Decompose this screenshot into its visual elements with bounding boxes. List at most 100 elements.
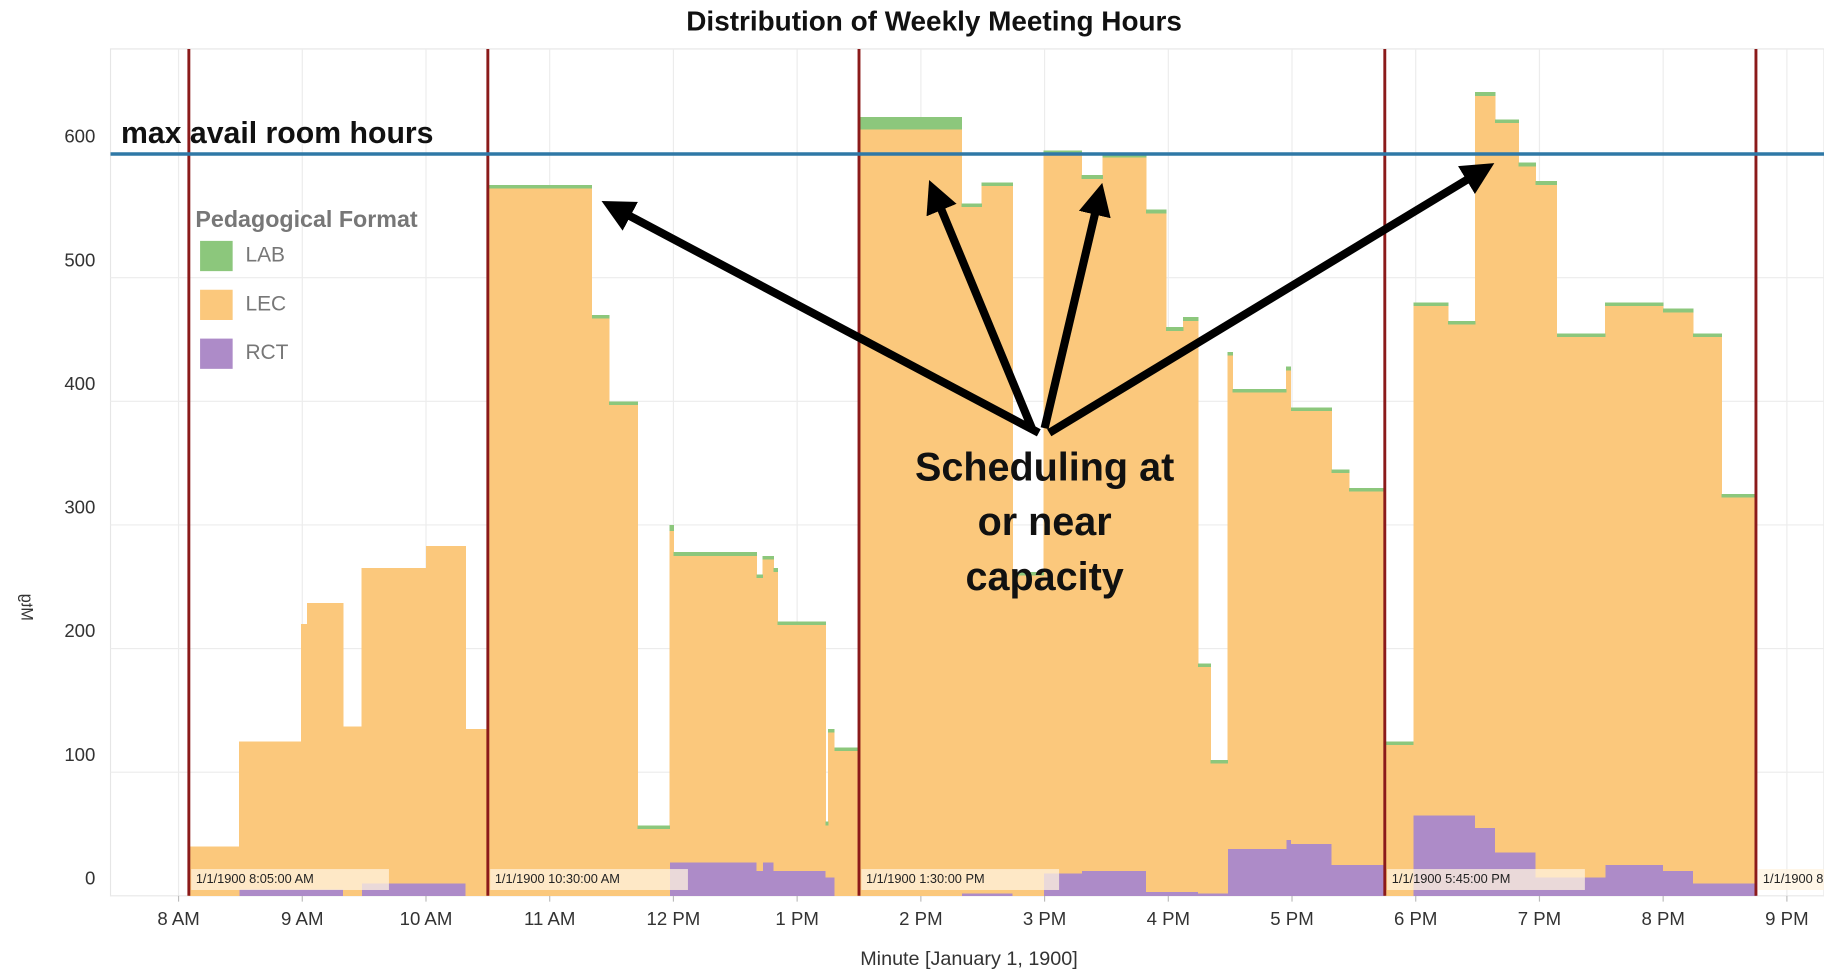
area-segment (1012, 571, 1044, 576)
area-segment (1081, 178, 1104, 872)
area-segment (1146, 213, 1167, 893)
area-segment (1663, 308, 1694, 313)
reference-label: 1/1/1900 8:05:00 AM (196, 871, 314, 886)
area-segment (1535, 184, 1558, 878)
area-segment (425, 545, 467, 884)
area-segment (1210, 759, 1229, 764)
area-segment (1447, 324, 1476, 816)
area-segment (1227, 355, 1234, 849)
area-segment (609, 404, 639, 896)
area-segment (1384, 741, 1414, 745)
area-segment (301, 623, 308, 890)
area-segment (1081, 175, 1104, 179)
area-segment (1494, 123, 1519, 853)
y-tick-label: 300 (64, 497, 95, 518)
x-tick-label: 10 AM (400, 908, 453, 929)
arrow (926, 179, 1036, 430)
area-segment (361, 568, 427, 884)
area-segment (773, 568, 778, 572)
area-segment (762, 862, 775, 896)
area-segment (1721, 494, 1757, 498)
area-segment (239, 889, 302, 896)
area-segment (1285, 366, 1292, 371)
capacity-label: max avail room hours (121, 117, 434, 150)
legend-label: LEC (245, 292, 286, 315)
area-segment (591, 318, 610, 896)
area-segment (1232, 392, 1287, 849)
x-tick-label: 11 AM (524, 908, 575, 929)
area-segment (1285, 840, 1292, 896)
legend-title: Pedagogical Format (195, 206, 417, 232)
reference-label-bg (1387, 869, 1585, 890)
area-segment (1290, 411, 1333, 844)
x-tick-label: 12 PM (647, 908, 701, 929)
area-segment (961, 203, 982, 208)
area-segment (669, 524, 674, 532)
area-segment (1232, 848, 1287, 896)
x-tick-label: 1 PM (775, 908, 818, 929)
y-tick-label: 0 (85, 867, 95, 888)
area-segment (1518, 166, 1537, 853)
chart-title: Distribution of Weekly Meeting Hours (686, 6, 1182, 37)
area-segment (1165, 892, 1184, 896)
area-segment (1146, 209, 1167, 214)
area-segment (1102, 154, 1147, 158)
area-segment (1518, 162, 1537, 167)
area-segment (239, 741, 302, 890)
area-segment (1605, 302, 1664, 307)
area-segment (343, 726, 363, 896)
area-segment (1227, 351, 1234, 356)
area-segment (1210, 893, 1229, 896)
y-tick-label: 200 (64, 620, 95, 641)
area-segment (1413, 306, 1449, 816)
area-segment (1183, 892, 1199, 896)
area-segment (1535, 181, 1558, 185)
area-segment (609, 401, 639, 405)
area-segment (961, 893, 982, 896)
x-tick-label: 8 PM (1641, 908, 1684, 929)
area-segment (1227, 848, 1234, 896)
area-segment (961, 207, 982, 894)
area-segment (1165, 327, 1184, 331)
legend-swatch (200, 289, 233, 320)
area-segment (1692, 333, 1722, 338)
x-axis-label: Minute [January 1, 1900] (860, 948, 1078, 970)
reference-label: 1/1/1900 8:45:00 PM (1763, 871, 1824, 886)
area-segment (1197, 663, 1211, 668)
legend-label: LAB (245, 244, 285, 267)
area-segment (981, 893, 1013, 896)
area-segment (777, 621, 827, 626)
area-segment (1331, 469, 1350, 473)
area-segment (1146, 892, 1167, 896)
area-segment (825, 821, 829, 826)
x-tick-label: 3 PM (1023, 908, 1066, 929)
area-segment (773, 871, 778, 896)
area-segment (828, 732, 835, 878)
area-segment (301, 889, 308, 896)
area-segment (828, 728, 835, 733)
y-tick-label: 400 (64, 373, 95, 394)
annotation-text: Scheduling at (915, 446, 1174, 490)
area-segment (465, 728, 489, 896)
y-tick-label: 100 (64, 744, 95, 765)
area-segment (777, 871, 827, 896)
area-segment (1413, 302, 1449, 307)
area-segment (1556, 337, 1606, 878)
y-tick-label: 600 (64, 126, 95, 147)
area-segment (591, 314, 610, 319)
area-segment (487, 188, 593, 896)
reference-label-bg (861, 869, 1060, 890)
area-segment (1663, 871, 1694, 896)
area-segment (1556, 333, 1606, 338)
reference-label-bg (1758, 869, 1824, 890)
area-segment (1447, 320, 1476, 325)
area-segment (673, 555, 757, 863)
area-segment (1331, 472, 1350, 865)
area-segment (1348, 487, 1386, 492)
arrow (601, 201, 1041, 437)
area-segment (981, 186, 1013, 894)
area-segment (1663, 312, 1694, 872)
area-segment (1494, 119, 1519, 124)
area-segment (1102, 871, 1147, 896)
